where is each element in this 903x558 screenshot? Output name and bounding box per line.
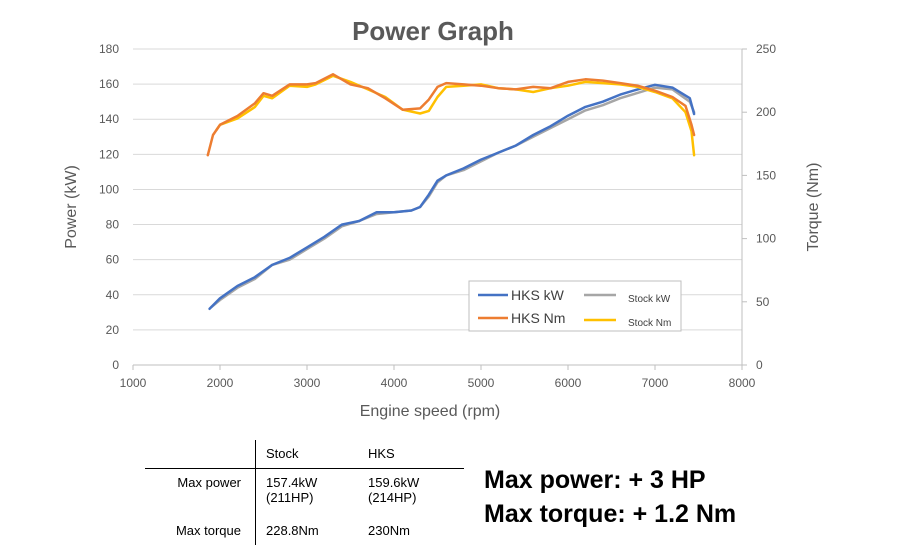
- y-tick-label: 100: [99, 182, 119, 196]
- y2-tick-label: 250: [756, 42, 776, 56]
- y2-tick-label: 150: [756, 168, 776, 182]
- chart-title: Power Graph: [352, 16, 514, 46]
- cell-stock-power-hp: (211HP): [266, 490, 314, 505]
- series-line-hks-kw: [208, 83, 696, 311]
- y-tick-label: 140: [99, 112, 119, 126]
- series-line-hks-nm: [206, 73, 696, 157]
- y-tick-label: 0: [112, 358, 119, 372]
- cell-hks-power-hp: (214HP): [368, 490, 417, 505]
- row-label-max-power: Max power: [177, 475, 241, 490]
- cell-hks-torque: 230Nm: [368, 523, 410, 538]
- table-row: Max torque 228.8Nm 230Nm: [145, 519, 464, 545]
- legend: HKS kW Stock kW HKS Nm Stock Nm: [468, 280, 682, 332]
- x-tick-label: 7000: [642, 376, 669, 390]
- x-tick-label: 3000: [294, 376, 321, 390]
- y-tick-label: 80: [106, 218, 120, 232]
- cell-hks-power-kw: 159.6kW: [368, 475, 420, 490]
- y2-tick-label: 100: [756, 232, 776, 246]
- legend-label-stock-nm: Stock Nm: [628, 318, 671, 329]
- row-label-max-torque: Max torque: [175, 523, 241, 538]
- table-row: Max power 157.4kW (211HP) 159.6kW (214HP…: [145, 468, 464, 520]
- y-tick-label: 60: [106, 253, 120, 267]
- max-torque-gain: Max torque: + 1.2 Nm: [484, 500, 737, 528]
- table-header-hks: HKS: [368, 446, 395, 461]
- y-tick-label: 40: [106, 288, 120, 302]
- series-line-stock-nm: [215, 74, 696, 157]
- cell-hks-power: 159.6kW (214HP): [362, 469, 464, 520]
- x-tick-label: 6000: [555, 376, 582, 390]
- cell-stock-torque: 228.8Nm: [255, 519, 362, 545]
- series-lines: [206, 73, 696, 311]
- y-tick-label: 160: [99, 77, 119, 91]
- legend-label-hks-kw: HKS kW: [511, 287, 565, 303]
- y2-tick-label: 200: [756, 105, 776, 119]
- cell-stock-power: 157.4kW (211HP): [255, 468, 362, 519]
- legend-box: [468, 280, 682, 332]
- legend-label-stock-kw: Stock kW: [628, 294, 671, 305]
- x-tick-label: 4000: [381, 376, 408, 390]
- y2-tick-label: 50: [756, 295, 770, 309]
- table-header-blank: [145, 440, 256, 469]
- y-axis-label-torque: Torque (Nm): [805, 163, 822, 252]
- x-tick-label: 8000: [729, 376, 756, 390]
- y-tick-label: 120: [99, 147, 119, 161]
- y2-tick-label: 0: [756, 358, 763, 372]
- y-tick-label: 20: [106, 323, 120, 337]
- power-graph-chart: Power Graph 0 20 40 60 80 100 120 140 160 180 0 50 1…: [63, 16, 822, 420]
- spec-comparison-table: Stock HKS Max power 157.4kW (211HP) 159.…: [145, 440, 464, 545]
- max-power-gain: Max power: + 3 HP: [484, 466, 706, 494]
- x-tick-label: 1000: [120, 376, 147, 390]
- y-tick-label: 180: [99, 42, 119, 56]
- table-header-row: Stock HKS: [145, 440, 464, 469]
- x-axis-label: Engine speed (rpm): [360, 403, 501, 420]
- x-tick-label: 2000: [207, 376, 234, 390]
- cell-stock-power-kw: 157.4kW: [266, 475, 318, 490]
- x-tick-label: 5000: [468, 376, 495, 390]
- axes: 0 20 40 60 80 100 120 140 160 180 0 50 100 150 200 250 1…: [99, 42, 776, 390]
- series-line-stock-kw: [210, 86, 696, 309]
- legend-label-hks-nm: HKS Nm: [511, 310, 565, 326]
- gridlines: [133, 48, 742, 366]
- table-header-stock: Stock: [255, 440, 362, 469]
- y-axis-label-power: Power (kW): [63, 165, 80, 249]
